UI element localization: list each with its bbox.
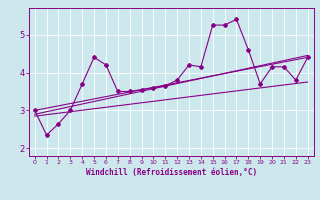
X-axis label: Windchill (Refroidissement éolien,°C): Windchill (Refroidissement éolien,°C) [86,168,257,177]
